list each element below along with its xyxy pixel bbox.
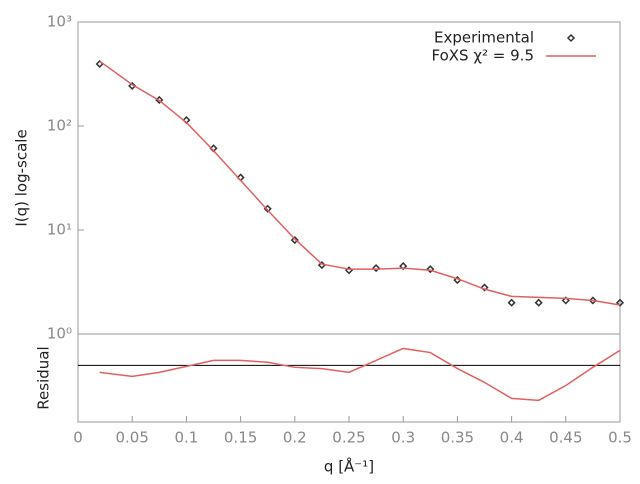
- legend-label: Experimental: [434, 29, 534, 47]
- y-tick-label: 10³: [47, 13, 72, 31]
- x-tick-label: 0.4: [500, 429, 524, 447]
- x-axis-label: q [Å⁻¹]: [324, 457, 374, 476]
- data-point: [615, 298, 625, 307]
- y-axis-label: I(q) log-scale: [13, 129, 31, 226]
- data-point: [561, 296, 570, 305]
- legend-label: FoXS χ² = 9.5: [432, 47, 534, 65]
- data-line: [99, 347, 621, 402]
- y-axis-label: Residual: [35, 346, 53, 409]
- data-line: [99, 60, 621, 306]
- y-tick-label: 10⁰: [47, 325, 72, 343]
- data-point: [372, 264, 381, 273]
- y-tick-label: 10²: [47, 117, 72, 135]
- data-point: [290, 236, 299, 245]
- x-tick-label: 0.3: [391, 429, 415, 447]
- x-tick-label: 0.5: [608, 429, 632, 447]
- x-tick-label: 0.15: [224, 429, 257, 447]
- x-tick-label: 0.45: [549, 429, 582, 447]
- data-point: [480, 283, 489, 292]
- x-tick-label: 0.2: [283, 429, 307, 447]
- x-tick-label: 0.1: [174, 429, 198, 447]
- legend-marker: [566, 33, 576, 43]
- x-tick-label: 0.35: [441, 429, 474, 447]
- data-point: [507, 298, 516, 307]
- data-point: [534, 298, 543, 307]
- data-point: [588, 296, 597, 305]
- data-point: [426, 265, 435, 274]
- y-tick-label: 10¹: [47, 221, 72, 239]
- x-tick-label: 0: [73, 429, 83, 447]
- data-point: [128, 81, 137, 90]
- data-point: [399, 262, 408, 271]
- x-tick-label: 0.25: [332, 429, 365, 447]
- x-tick-label: 0.05: [115, 429, 148, 447]
